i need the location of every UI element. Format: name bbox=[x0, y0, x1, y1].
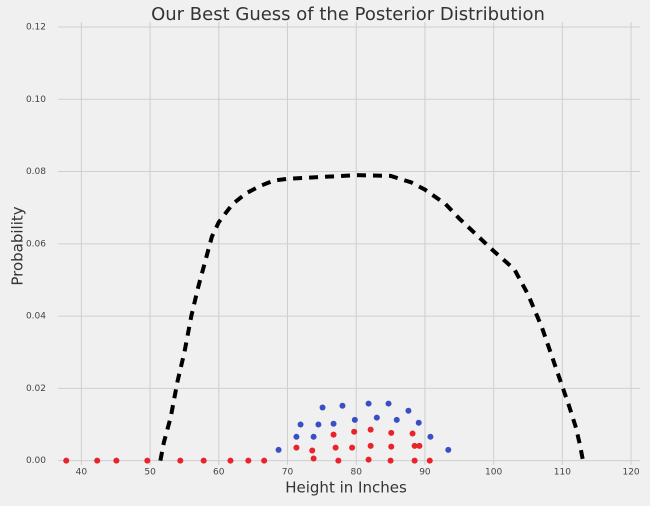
point bbox=[365, 456, 372, 463]
x-tick-label: 60 bbox=[213, 468, 225, 478]
point bbox=[310, 455, 317, 462]
point bbox=[309, 447, 316, 454]
point bbox=[335, 457, 342, 464]
point bbox=[319, 404, 326, 411]
x-tick-label: 80 bbox=[350, 468, 362, 478]
chart-title: Our Best Guess of the Posterior Distribu… bbox=[151, 4, 545, 25]
y-tick-label: 0.08 bbox=[26, 167, 46, 177]
y-tick-label: 0.06 bbox=[26, 239, 46, 249]
point bbox=[351, 428, 358, 435]
point bbox=[330, 420, 337, 427]
point bbox=[94, 457, 101, 464]
point bbox=[293, 444, 300, 451]
point bbox=[310, 433, 317, 440]
point bbox=[365, 400, 372, 407]
point bbox=[388, 429, 395, 436]
point bbox=[388, 443, 395, 450]
y-axis-label: Probability bbox=[9, 206, 27, 285]
point bbox=[445, 446, 452, 453]
point bbox=[275, 446, 282, 453]
x-tick-label: 50 bbox=[144, 468, 156, 478]
point bbox=[339, 402, 346, 409]
x-tick-label: 40 bbox=[76, 468, 88, 478]
x-tick-label: 110 bbox=[554, 468, 571, 478]
point bbox=[393, 416, 400, 423]
point bbox=[426, 457, 433, 464]
point bbox=[367, 426, 374, 433]
point bbox=[200, 457, 207, 464]
point bbox=[405, 407, 412, 414]
point bbox=[227, 457, 234, 464]
x-tick-label: 120 bbox=[622, 468, 639, 478]
point bbox=[63, 457, 70, 464]
plot-area bbox=[58, 22, 640, 467]
point bbox=[144, 457, 151, 464]
point bbox=[427, 433, 434, 440]
point bbox=[349, 444, 356, 451]
point bbox=[409, 430, 416, 437]
point bbox=[332, 444, 339, 451]
x-tick-label: 100 bbox=[485, 468, 502, 478]
point bbox=[245, 457, 252, 464]
point bbox=[411, 442, 418, 449]
point bbox=[415, 419, 422, 426]
point bbox=[177, 457, 184, 464]
point bbox=[351, 416, 358, 423]
y-tick-label: 0.12 bbox=[26, 23, 46, 33]
point bbox=[113, 457, 120, 464]
point bbox=[293, 433, 300, 440]
point bbox=[385, 400, 392, 407]
point bbox=[330, 431, 337, 438]
curve bbox=[158, 173, 585, 462]
point bbox=[387, 457, 394, 464]
point bbox=[373, 414, 380, 421]
point bbox=[411, 457, 418, 464]
x-tick-label: 70 bbox=[282, 468, 294, 478]
x-axis-label: Height in Inches bbox=[285, 479, 407, 497]
y-tick-label: 0.10 bbox=[26, 95, 46, 105]
y-tick-label: 0.02 bbox=[26, 384, 46, 394]
point bbox=[367, 442, 374, 449]
point bbox=[315, 421, 322, 428]
x-tick-label: 90 bbox=[419, 468, 431, 478]
point bbox=[416, 442, 423, 449]
point bbox=[261, 457, 268, 464]
point bbox=[297, 421, 304, 428]
y-tick-label: 0.00 bbox=[26, 456, 46, 466]
y-tick-label: 0.04 bbox=[26, 312, 46, 322]
